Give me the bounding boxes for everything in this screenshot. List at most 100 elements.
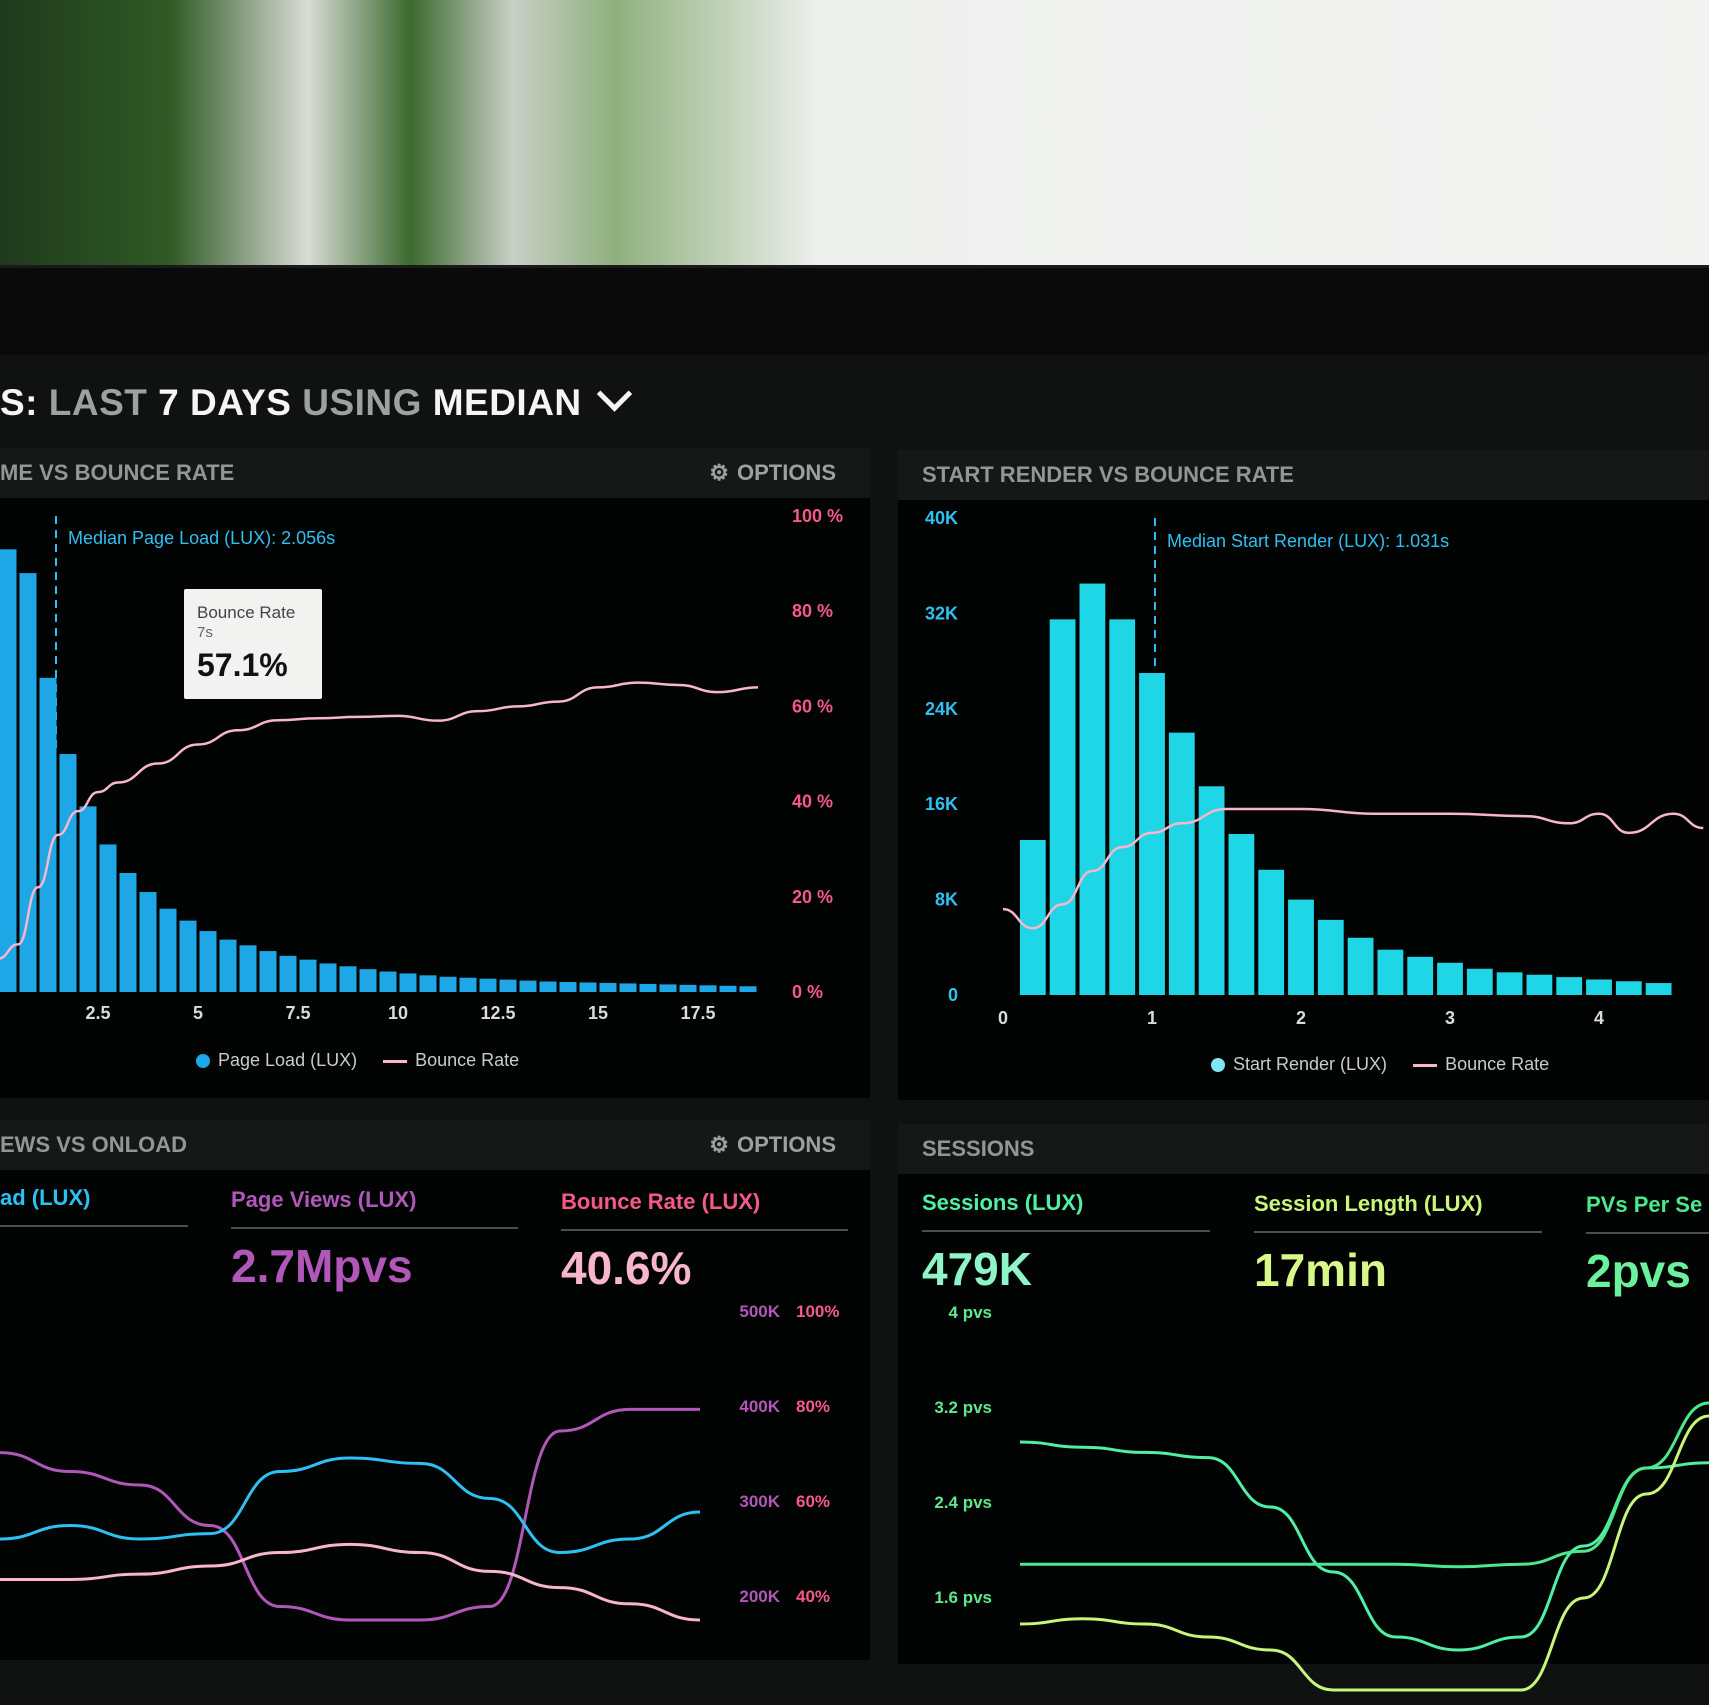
page-load-legend: Page Load (LUX) Bounce Rate [196,1050,519,1071]
page-load-bar[interactable] [499,979,517,992]
sessions-y-ticks: 4 pvs 3.2 pvs 2.4 pvs 1.6 pvs [934,1303,992,1607]
page-load-bar[interactable] [299,959,317,992]
legend-start-render[interactable]: Start Render (LUX) [1233,1054,1388,1074]
page-load-bar[interactable] [19,573,37,992]
start-render-bar[interactable] [1645,983,1672,995]
page-load-bar[interactable] [99,844,117,992]
bounce-rate-legend-line [1413,1063,1438,1067]
metric-label: Session Length (LUX) [1254,1191,1483,1216]
y-tick-label: 60 % [792,696,833,716]
page-load-bar[interactable] [0,549,17,992]
median-page-load-label: Median Page Load (LUX): 2.056s [68,528,335,548]
start-render-bar[interactable] [1526,974,1553,995]
page-load-bar[interactable] [479,978,497,992]
start-render-bar[interactable] [1377,949,1404,995]
start-render-bar[interactable] [1407,956,1434,995]
page-load-bar[interactable] [379,971,397,992]
page-load-bar[interactable] [139,892,157,992]
page-load-bar[interactable] [59,754,77,992]
metric-session-length[interactable]: Session Length (LUX) 17min [1254,1191,1542,1296]
x-tick-label: 17.5 [680,1003,715,1023]
page-load-bar[interactable] [79,806,97,992]
y-tick-left: 400K [739,1397,780,1416]
panel-header: START RENDER VS BOUNCE RATE [898,450,1709,500]
legend-bounce-rate[interactable]: Bounce Rate [1445,1054,1550,1074]
legend-bounce-rate[interactable]: Bounce Rate [415,1050,520,1070]
page-load-bar[interactable] [339,966,357,992]
page-load-bar[interactable] [119,873,137,992]
page-load-bar[interactable] [739,986,757,992]
start-render-x-ticks: 0 1 2 3 4 [998,1008,1604,1028]
metric-sessions[interactable]: Sessions (LUX) 479K [922,1190,1210,1295]
page-load-bar[interactable] [159,908,177,992]
page-load-bar[interactable] [219,939,237,992]
page-load-bar[interactable] [319,963,337,992]
start-render-bar[interactable] [1049,619,1076,995]
title-word-last: LAST [48,382,159,423]
page-load-bar[interactable] [179,920,197,992]
page-load-bar[interactable] [39,677,57,992]
page-load-bar[interactable] [519,980,537,992]
page-load-bar[interactable] [259,951,277,992]
series-line [0,1407,700,1622]
panel-title: ME VS BOUNCE RATE [0,460,235,485]
start-render-bar[interactable] [1228,834,1255,995]
x-tick-label: 5 [193,1003,203,1023]
start-render-bar[interactable] [1198,786,1225,995]
start-render-bar[interactable] [1615,981,1642,995]
views-onload-lines [0,1407,701,1622]
options-button[interactable]: ⚙ OPTIONS [709,448,836,498]
x-tick-label: 0 [998,1008,1008,1028]
page-load-bar[interactable] [239,945,257,992]
metric-value: 17min [1254,1244,1387,1296]
metric-page-views[interactable]: Page Views (LUX) 2.7Mpvs [231,1187,518,1292]
metric-divider [0,1225,188,1227]
page-load-bar[interactable] [199,931,217,992]
page-load-bar[interactable] [539,981,557,992]
bounce-rate-line [1002,807,1704,930]
metric-pvs-per-session[interactable]: PVs Per Se 2pvs [1586,1192,1709,1297]
page-load-bar[interactable] [659,984,677,992]
start-render-bar[interactable] [1019,839,1046,995]
page-load-bar[interactable] [359,969,377,992]
start-render-bar[interactable] [1466,968,1493,995]
title-range: 7 DAYS [158,382,303,423]
start-render-bar[interactable] [1437,962,1463,995]
series-line [1020,1401,1709,1569]
page-load-bar[interactable] [679,984,697,992]
page-load-bar[interactable] [439,976,457,992]
start-render-bar[interactable] [1288,899,1314,995]
start-render-bar[interactable] [1079,583,1106,995]
options-button[interactable]: ⚙ OPTIONS [709,1120,836,1170]
page-load-bar[interactable] [559,982,577,992]
background-plant-wall [0,0,1709,275]
metric-label: Sessions (LUX) [922,1190,1084,1215]
x-tick-label: 2.5 [85,1003,110,1023]
start-render-bar[interactable] [1317,919,1344,995]
metric-onload[interactable]: ad (LUX) [0,1185,188,1227]
page-load-bar[interactable] [719,985,737,992]
start-render-bar[interactable] [1168,732,1195,995]
page-load-bar[interactable] [619,983,637,992]
page-load-bar[interactable] [639,983,657,992]
page-load-bar[interactable] [699,985,717,992]
start-render-bar[interactable] [1347,937,1374,995]
y-tick-label: 0 % [792,982,823,1002]
page-load-bar[interactable] [599,982,617,992]
page-load-bar[interactable] [279,955,297,992]
start-render-bar[interactable] [1496,972,1523,995]
metric-bounce-rate[interactable]: Bounce Rate (LUX) 40.6% [561,1189,848,1294]
page-load-x-ticks: 2.5 5 7.5 10 12.5 15 17.5 [85,1003,715,1023]
page-load-bar[interactable] [419,975,437,992]
start-render-bar[interactable] [1258,869,1285,995]
start-render-bar[interactable] [1109,619,1136,995]
tooltip-x: 7s [197,624,213,641]
page-load-bar[interactable] [459,977,477,992]
start-render-bar[interactable] [1556,977,1583,995]
legend-page-load[interactable]: Page Load (LUX) [218,1050,358,1070]
x-tick-label: 1 [1147,1008,1157,1028]
start-render-bar[interactable] [1586,979,1612,995]
page-load-bar[interactable] [399,973,417,992]
page-load-bar[interactable] [579,982,597,992]
page-title[interactable]: S: LAST 7 DAYS USING MEDIAN [0,376,633,428]
